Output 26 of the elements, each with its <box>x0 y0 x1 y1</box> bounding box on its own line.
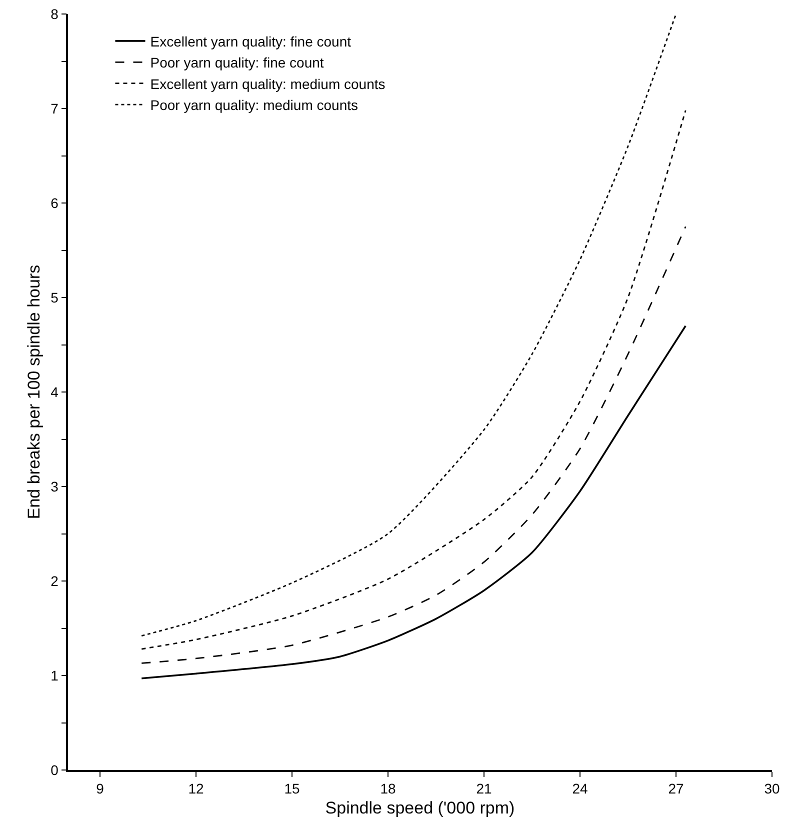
y-tick-label: 8 <box>50 6 59 22</box>
x-tick-label: 12 <box>188 780 204 797</box>
y-tick-label: 2 <box>50 572 59 589</box>
y-tick-label: 4 <box>50 384 59 400</box>
y-tick-label: 5 <box>50 289 59 306</box>
line-series <box>140 324 686 680</box>
y-tick-label: 6 <box>50 194 59 211</box>
legend-label: Excellent yarn quality: medium counts <box>150 76 386 92</box>
x-tick-label: 18 <box>380 780 396 797</box>
y-tick-label: 7 <box>50 100 59 116</box>
x-tick-label: 24 <box>572 780 588 797</box>
line-series <box>140 226 686 664</box>
y-tick-label: 0 <box>50 762 59 778</box>
x-tick-label: 21 <box>476 780 492 797</box>
x-tick-label: 15 <box>284 780 300 797</box>
x-tick-label: 9 <box>96 780 104 797</box>
legend-label: Poor yarn quality: medium counts <box>150 97 358 113</box>
y-axis-title: End breaks per 100 spindle hours <box>24 264 44 520</box>
y-tick-label: 1 <box>50 667 59 684</box>
x-tick-label: 30 <box>764 780 780 797</box>
legend-label: Excellent yarn quality: fine count <box>150 33 352 50</box>
legend-label: Poor yarn quality: fine count <box>150 54 324 71</box>
y-tick-label: 3 <box>50 478 59 494</box>
x-tick-label: 27 <box>668 780 684 797</box>
x-axis-title: Spindle speed ('000 rpm) <box>325 798 515 818</box>
line-series <box>140 14 677 637</box>
